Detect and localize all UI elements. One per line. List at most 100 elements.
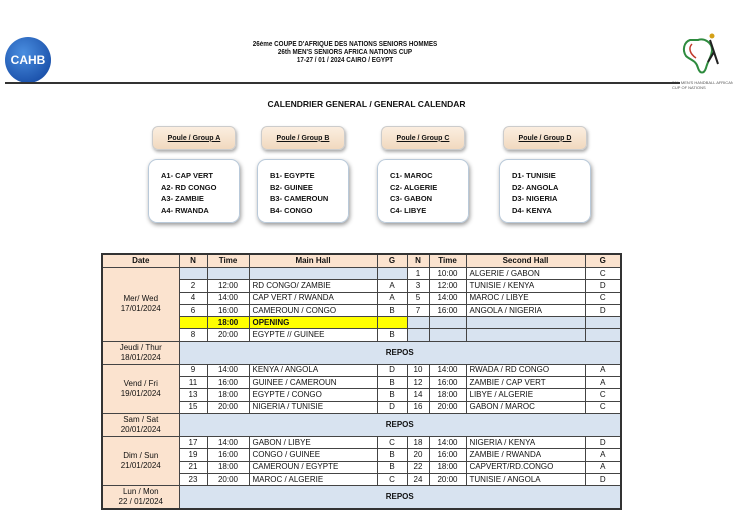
match-number: 16 (406, 400, 430, 414)
day-date: 17/01/2024 (120, 304, 161, 314)
match-number: 19 (178, 448, 208, 462)
match-time (428, 328, 467, 342)
match-group: D (584, 303, 622, 318)
match-number: 6 (178, 303, 208, 318)
day-label: Dim / Sun (123, 451, 159, 461)
column-header: Time (206, 253, 250, 268)
match-time: 12:00 (428, 279, 467, 293)
main-hall-match: CONGO / GUINEE (248, 448, 378, 462)
second-hall-match: TUNISIE / ANGOLA (465, 472, 586, 487)
match-number: 13 (178, 388, 208, 402)
match-time: 20:00 (428, 472, 467, 487)
match-time: 16:00 (428, 448, 467, 462)
column-header: G (376, 253, 408, 268)
match-number (406, 316, 430, 330)
group-card: Poule / Group A A1- CAP VERT A2- RD CONGO A… (148, 126, 240, 223)
match-time: 16:00 (428, 303, 467, 318)
match-number: 21 (178, 460, 208, 474)
header-dates: 17-27 / 01 / 2024 CAIRO / EGYPT (296, 57, 394, 64)
calendar-table: Date N Time Main Hall G N Time Second Hall G Mer/… (101, 253, 622, 511)
group-teams: A1- CAP VERT A2- RD CONGO A3- ZAMBIE A4- RW… (148, 159, 240, 223)
match-time (206, 266, 250, 281)
match-time: 18:00 (428, 460, 467, 474)
match-group: A (376, 279, 408, 293)
match-time: 14:00 (206, 291, 250, 305)
rest-label: REPOS (178, 412, 622, 437)
second-hall-match (465, 328, 586, 342)
match-time: 16:00 (206, 303, 250, 318)
match-time: 16:00 (428, 376, 467, 390)
main-hall-match: EGYPTE / CONGO (248, 388, 378, 402)
match-group: B (376, 328, 408, 342)
group-teams: C1- MAROC C2- ALGERIE C3- GABON C4- LIBYE (377, 159, 469, 223)
match-row: Dim / Sun 21/01/2024 17 14:00 GABON / LIBYE C… (101, 435, 622, 487)
match-group: D (376, 400, 408, 414)
match-group: C (584, 291, 622, 305)
group-header: Poule / Group C (381, 126, 465, 150)
match-row: 19 16:00 CONGO / GUINEE B 20 16:00 ZAMBIE / RW… (102, 448, 622, 462)
group-team: D1- TUNISIE (512, 171, 556, 180)
match-group: B (376, 303, 408, 318)
group-team: B1- EGYPTE (270, 171, 315, 180)
day-label: Sam / Sat (123, 414, 159, 424)
match-group: A (584, 363, 622, 378)
match-group: D (584, 435, 622, 450)
match-time (428, 316, 467, 330)
match-number: 5 (406, 291, 430, 305)
main-hall-match: CAMEROUN / CONGO (248, 303, 378, 318)
match-number: 8 (178, 328, 208, 342)
match-time: 12:00 (206, 279, 250, 293)
match-number: 24 (406, 472, 430, 487)
match-number: 14 (406, 388, 430, 402)
second-hall-match: ZAMBIE / RWANDA (465, 448, 586, 462)
match-group: C (584, 388, 622, 402)
table-header: Date N Time Main Hall G N Time Second Hall G (101, 253, 622, 268)
match-group (584, 328, 622, 342)
match-row: 21 18:00 CAMEROUN / EGYPTE B 22 18:00 CAPVERT/… (102, 460, 622, 474)
rest-day-row: Jeudi / Thur 18/01/2024 REPOS (101, 340, 622, 365)
match-group: A (376, 291, 408, 305)
header-line-en: 26th MEN'S SENIORS AFRICA NATIONS CUP (277, 49, 413, 56)
group-team: A1- CAP VERT (161, 171, 213, 180)
match-row: 23 20:00 MAROC / ALGERIE C 24 20:00 TUNISIE / … (102, 472, 622, 487)
match-group: A (584, 460, 622, 474)
match-number: 20 (406, 448, 430, 462)
group-team: B2- GUINEE (270, 182, 313, 192)
match-time: 10:00 (428, 266, 467, 281)
main-hall-match: CAP VERT / RWANDA (248, 291, 378, 305)
second-hall-match: MAROC / LIBYE (465, 291, 586, 305)
main-hall-match (248, 266, 378, 281)
date-cell: Lun / Mon 22 / 01/2024 (101, 485, 180, 510)
match-time: 14:00 (428, 363, 467, 378)
column-header: N (406, 253, 430, 268)
second-hall-match: GABON / MAROC (465, 400, 586, 414)
page-title: CALENDRIER GENERAL / GENERAL CALENDAR (267, 99, 466, 109)
header-divider (5, 82, 680, 84)
match-group (376, 266, 408, 281)
match-time: 20:00 (206, 328, 250, 342)
tournament-logo (682, 33, 719, 74)
group-team: B4- CONGO (270, 205, 313, 215)
match-time: 18:00 (206, 460, 250, 474)
cahb-logo: CAHB (5, 37, 51, 83)
match-group: B (376, 388, 408, 402)
match-time: 14:00 (428, 291, 467, 305)
group-team: D2- ANGOLA (512, 182, 559, 192)
match-number: 17 (178, 435, 208, 450)
match-row: 13 18:00 EGYPTE / CONGO B 14 18:00 LIBYE / ALG… (102, 388, 622, 402)
match-time: 20:00 (428, 400, 467, 414)
match-number: 23 (178, 472, 208, 487)
match-row: 6 16:00 CAMEROUN / CONGO B 7 16:00 ANGOLA / NI… (102, 303, 622, 318)
match-number: 15 (178, 400, 208, 414)
column-header: Date (101, 253, 180, 268)
group-card: Poule / Group D D1- TUNISIE D2- ANGOLA D3- … (499, 126, 591, 223)
match-number: 1 (406, 266, 430, 281)
match-group: C (584, 266, 622, 281)
match-time: 14:00 (206, 363, 250, 378)
group-team: B3- CAMEROUN (270, 194, 329, 203)
header-line-fr: 26ème COUPE D'AFRIQUE DES NATIONS SENIOR… (252, 41, 438, 48)
match-number: 11 (178, 376, 208, 390)
match-time: 14:00 (206, 435, 250, 450)
day-date: 18/01/2024 (120, 352, 161, 362)
match-number: 18 (406, 435, 430, 450)
